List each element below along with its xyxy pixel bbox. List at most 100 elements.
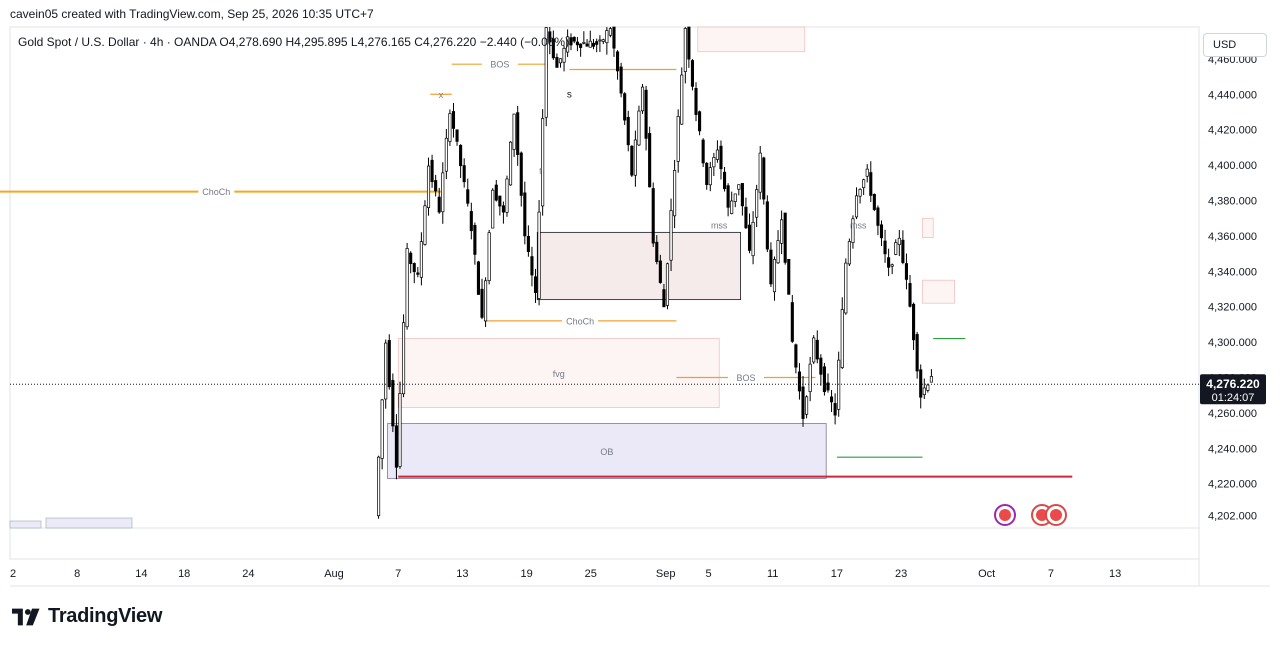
ohlc-legend: Gold Spot / U.S. Dollar · 4h · OANDA O4,… (18, 35, 569, 49)
candle-body (566, 36, 570, 53)
time-tick-label: 7 (395, 568, 401, 580)
candle-body (423, 205, 427, 245)
candle-body (402, 322, 406, 395)
annotation-label: BOS (736, 373, 755, 383)
candle-body (801, 386, 805, 419)
annotation-label: BOS (490, 60, 509, 70)
candle-body (459, 144, 463, 167)
candle-body (865, 168, 869, 177)
candle-body (840, 309, 844, 368)
symbol-title[interactable]: Gold Spot / U.S. Dollar · 4h · OANDA (18, 35, 217, 49)
candle-body (862, 179, 866, 188)
candle-body (776, 240, 780, 264)
time-tick-label: Sep (656, 568, 676, 580)
candle-body (758, 152, 762, 193)
currency-selector[interactable]: USD (1203, 33, 1267, 57)
annotation-label: ChoCh (202, 187, 230, 197)
candle-body (516, 112, 520, 155)
chart-caption: cavein05 created with TradingView.com, S… (10, 7, 374, 21)
candle-body (908, 283, 912, 307)
zone-label: fvg (553, 369, 565, 379)
candle-body (384, 342, 388, 400)
zone-box (697, 26, 806, 53)
time-tick-label: 24 (242, 568, 254, 580)
candle-body (434, 180, 438, 192)
price-tick-label: 4,220.000 (1208, 479, 1257, 491)
candle-body (601, 39, 605, 42)
candle-body (726, 185, 730, 208)
candle-body (669, 210, 673, 261)
price-tick-label: 4,380.000 (1208, 195, 1257, 207)
candle-body (651, 188, 655, 244)
candle-body (673, 170, 677, 217)
candle-body (398, 393, 402, 467)
change-value: −2.440 (−0.06%) (479, 35, 570, 49)
candle-body (572, 36, 576, 42)
candle-body (484, 280, 488, 322)
time-tick-label: 23 (895, 568, 907, 580)
candle-body (509, 141, 513, 186)
annotation-texts-layer: s mss mss f (539, 89, 867, 230)
time-tick-label: 2 (10, 568, 16, 580)
price-tick-label: 4,320.000 (1208, 302, 1257, 314)
time-tick-label: 14 (135, 568, 147, 580)
candle-body (512, 113, 516, 150)
price-tick-label: 4,202.000 (1208, 511, 1257, 523)
candle-body (501, 205, 505, 213)
candle-body (772, 259, 777, 293)
tradingview-logo[interactable]: TradingView (12, 605, 162, 628)
candle-body (912, 303, 916, 341)
brand-name: TradingView (48, 605, 163, 627)
candle-body (444, 137, 448, 172)
time-axis[interactable]: 2 8 14 18 24 Aug 7 13 19 25 Sep 5 11 17 23 Oct 7 13 (10, 568, 1121, 580)
candle-body (498, 195, 502, 207)
tradingview-logo-icon (12, 608, 40, 625)
time-tick-label: 25 (585, 568, 597, 580)
candle-body (637, 110, 641, 146)
candle-body (904, 263, 909, 280)
candle-body (585, 43, 589, 47)
candle-body (644, 89, 648, 139)
candle-body (648, 133, 652, 188)
candle-body (787, 258, 791, 295)
open-value: O4,278.690 (219, 35, 283, 49)
zone-box (387, 423, 827, 479)
candle-body (469, 211, 473, 232)
price-axis[interactable]: 4,202.0004,220.0004,240.0004,260.0004,28… (1208, 54, 1257, 523)
event-icons[interactable] (994, 504, 1067, 526)
zone-box (922, 279, 955, 304)
close-value: C4,276.220 (414, 35, 477, 49)
candle-body (844, 262, 848, 314)
candle-body (722, 171, 727, 190)
candle-body (708, 167, 712, 186)
candle-body (662, 289, 666, 308)
candle-body (797, 371, 802, 392)
time-tick-label: Oct (978, 568, 995, 580)
candle-body (640, 86, 645, 112)
candle-body (462, 165, 466, 183)
candle-body (658, 260, 662, 283)
candle-body (755, 189, 759, 218)
zone-box (536, 231, 741, 301)
candle-body (701, 139, 705, 164)
price-tick-label: 4,440.000 (1208, 89, 1257, 101)
candle-body (544, 27, 548, 118)
candle-body (733, 193, 737, 202)
candle-body (869, 172, 873, 196)
time-tick-label: 11 (767, 568, 778, 580)
candle-body (598, 39, 602, 42)
zone-vertical-label: f (539, 167, 542, 176)
candle-body (826, 382, 830, 391)
annotation-label-bg (198, 185, 235, 198)
candle-body (819, 357, 823, 375)
candle-body (526, 235, 530, 252)
candle-body (473, 224, 477, 255)
time-tick-label: 17 (831, 568, 843, 580)
candle-body (612, 26, 616, 49)
candle-body (744, 206, 748, 229)
candle-body (562, 47, 566, 63)
candle-body (805, 396, 809, 415)
annotation-label: ChoCh (566, 316, 594, 326)
candle-body (922, 387, 926, 396)
